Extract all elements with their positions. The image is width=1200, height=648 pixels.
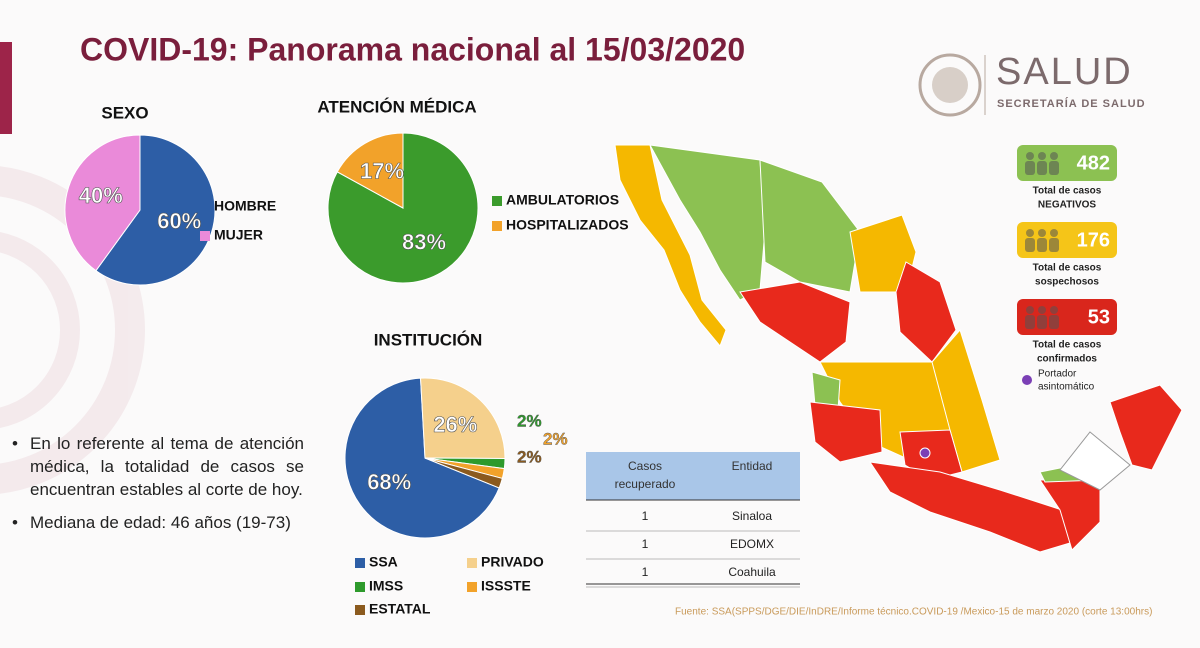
- chart-title: SEXO: [101, 103, 148, 122]
- icon-head: [1050, 152, 1058, 160]
- icon-body: [1025, 161, 1035, 175]
- table-cell: 1: [642, 565, 649, 579]
- stat-value: 53: [1088, 306, 1110, 328]
- icon-body: [1025, 315, 1035, 329]
- table-cell: EDOMX: [730, 537, 774, 551]
- bullet: • Mediana de edad: 46 años (19-73): [12, 511, 304, 534]
- legend-label: ESTATAL: [369, 601, 431, 617]
- icon-head: [1038, 306, 1046, 314]
- slice-label: 83%: [402, 229, 446, 254]
- stat-value: 482: [1077, 152, 1110, 174]
- bullet-dot: •: [12, 434, 18, 453]
- icon-body: [1037, 315, 1047, 329]
- stat-value: 176: [1077, 229, 1110, 251]
- bullet-list: • En lo referente al tema de atención méd…: [12, 432, 304, 544]
- legend-label: MUJER: [214, 227, 263, 243]
- legend-label: HOSPITALIZADOS: [506, 217, 629, 233]
- table-cell: Sinaloa: [732, 509, 772, 523]
- logo-name: SALUD: [996, 51, 1133, 93]
- slice-label: 60%: [157, 209, 201, 234]
- pie-slice: [424, 457, 503, 489]
- legend-label: AMBULATORIOS: [506, 192, 619, 208]
- people-icon: [1025, 152, 1059, 175]
- pie-slice: [95, 134, 216, 286]
- bullet: • En lo referente al tema de atención méd…: [12, 432, 304, 501]
- icon-body: [1037, 161, 1047, 175]
- background-pattern: [0, 166, 145, 494]
- map: [614, 144, 1183, 553]
- slice-label: 2%: [543, 429, 568, 448]
- logo: [918, 53, 986, 117]
- icon-head: [1026, 229, 1034, 237]
- legend-label: SSA: [369, 554, 398, 570]
- legend-swatch: [467, 582, 477, 592]
- icon-head: [1026, 152, 1034, 160]
- icon-head: [1038, 229, 1046, 237]
- bullet-dot: •: [12, 513, 18, 532]
- chart-title: ATENCIÓN MÉDICA: [317, 97, 476, 116]
- legend-swatch: [467, 558, 477, 568]
- stat-caption: sospechosos: [1035, 277, 1099, 288]
- table-header: Casos recuperado: [615, 459, 676, 491]
- icon-head: [1050, 229, 1058, 237]
- stat-caption: confirmados: [1037, 354, 1097, 365]
- slice-label: 26%: [433, 412, 477, 437]
- table-cell: 1: [642, 537, 649, 551]
- legend-swatch: [355, 582, 365, 592]
- icon-body: [1037, 238, 1047, 252]
- pie-slice: [64, 134, 141, 272]
- legend-dot: [1022, 375, 1032, 385]
- legend-label: IMSS: [369, 578, 403, 594]
- icon-head: [1050, 306, 1058, 314]
- legend-swatch: [355, 605, 365, 615]
- people-icon: [1025, 229, 1059, 252]
- legend-swatch: [492, 221, 502, 231]
- table-header-bg: [586, 452, 800, 500]
- chart-title: INSTITUCIÓN: [374, 330, 483, 349]
- source-note: Fuente: SSA(SPPS/DGE/DIE/InDRE/Informe t…: [675, 607, 1152, 618]
- pie-slice: [336, 132, 404, 209]
- icon-head: [1038, 152, 1046, 160]
- legend-label: ISSSTE: [481, 578, 531, 594]
- people-icon: [1025, 306, 1059, 329]
- slide-title: COVID-19: Panorama nacional al 15/03/202…: [80, 31, 745, 67]
- map-legend-label: asintomático: [1038, 382, 1095, 393]
- slice-label: 2%: [517, 447, 542, 466]
- legend-swatch: [200, 231, 210, 241]
- pie-slice: [344, 377, 500, 539]
- slice-label: 68%: [367, 469, 411, 494]
- legend-swatch: [492, 196, 502, 206]
- slice-label: 17%: [360, 158, 404, 183]
- map-legend-label: Portador: [1038, 369, 1077, 380]
- slice-label: 2%: [517, 411, 542, 430]
- icon-body: [1049, 238, 1059, 252]
- slice-label: 40%: [79, 183, 123, 208]
- legend-label: PRIVADO: [481, 554, 544, 570]
- icon-body: [1049, 161, 1059, 175]
- table-cell: Coahuila: [728, 565, 776, 579]
- logo-subtitle: SECRETARÍA DE SALUD: [997, 97, 1146, 110]
- stat-caption: NEGATIVOS: [1038, 200, 1096, 211]
- stat-caption: Total de casos: [1033, 263, 1102, 274]
- icon-body: [1025, 238, 1035, 252]
- legend-swatch: [200, 202, 210, 212]
- legend-label: HOMBRE: [214, 198, 276, 214]
- stat-caption: Total de casos: [1033, 186, 1102, 197]
- icon-head: [1026, 306, 1034, 314]
- icon-body: [1049, 315, 1059, 329]
- bullet-text: En lo referente al tema de atención médi…: [30, 434, 304, 499]
- pie-slice: [420, 377, 506, 460]
- table-header: Entidad: [732, 459, 773, 473]
- legend-swatch: [355, 558, 365, 568]
- table-cell: 1: [642, 509, 649, 523]
- stat-caption: Total de casos: [1033, 340, 1102, 351]
- accent-bar: [0, 42, 12, 134]
- bullet-text: Mediana de edad: 46 años (19-73): [30, 513, 291, 532]
